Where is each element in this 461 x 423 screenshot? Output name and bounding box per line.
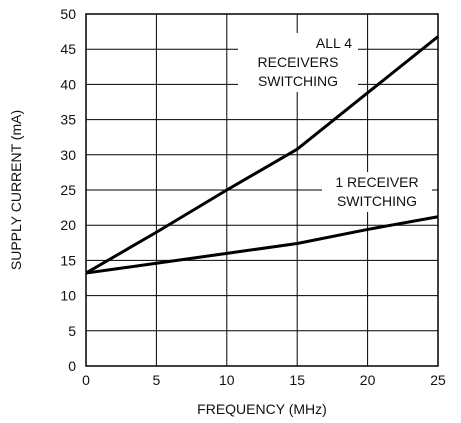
annotation-line: RECEIVERS [258, 54, 339, 70]
y-axis-label: SUPPLY CURRENT (mA) [8, 110, 24, 270]
series-line-2 [85, 215, 439, 275]
y-tick-label: 5 [68, 323, 76, 339]
x-tick-label: 20 [360, 372, 376, 388]
x-tick-label: 15 [289, 372, 305, 388]
y-tick-label: 25 [60, 182, 76, 198]
x-tick-label: 5 [153, 372, 161, 388]
data-series [85, 35, 439, 275]
y-tick-label: 20 [60, 217, 76, 233]
x-tick-label: 10 [219, 372, 235, 388]
annotation-line: ALL 4 [316, 35, 352, 51]
y-tick-label: 10 [60, 288, 76, 304]
y-tick-label: 35 [60, 112, 76, 128]
annotation-line: 1 RECEIVER [335, 174, 418, 190]
y-tick-label: 30 [60, 147, 76, 163]
x-tick-label: 0 [82, 372, 90, 388]
x-tick-label: 25 [430, 372, 446, 388]
y-tick-label: 15 [60, 252, 76, 268]
y-tick-label: 50 [60, 6, 76, 22]
annotation-line: SWITCHING [337, 193, 417, 209]
x-axis-label: FREQUENCY (MHz) [197, 401, 327, 417]
y-tick-label: 40 [60, 76, 76, 92]
plot-frame [85, 13, 439, 367]
annotation-line: SWITCHING [258, 73, 338, 89]
annotation-1: ALL 4 RECEIVERS SWITCHING [238, 33, 358, 92]
annotation-2: 1 RECEIVER SWITCHING [322, 172, 432, 212]
series-line-1 [85, 35, 439, 275]
y-tick-label: 0 [68, 358, 76, 374]
annotation-background [322, 172, 432, 212]
series-annotations: ALL 4 RECEIVERS SWITCHING 1 RECEIVER SWITCHI… [238, 33, 432, 212]
tick-labels: 0 5 10 15 20 25 0 5 10 15 20 25 30 35 40 45 50 [60, 6, 446, 388]
annotation-background [238, 33, 358, 92]
y-tick-label: 45 [60, 41, 76, 57]
